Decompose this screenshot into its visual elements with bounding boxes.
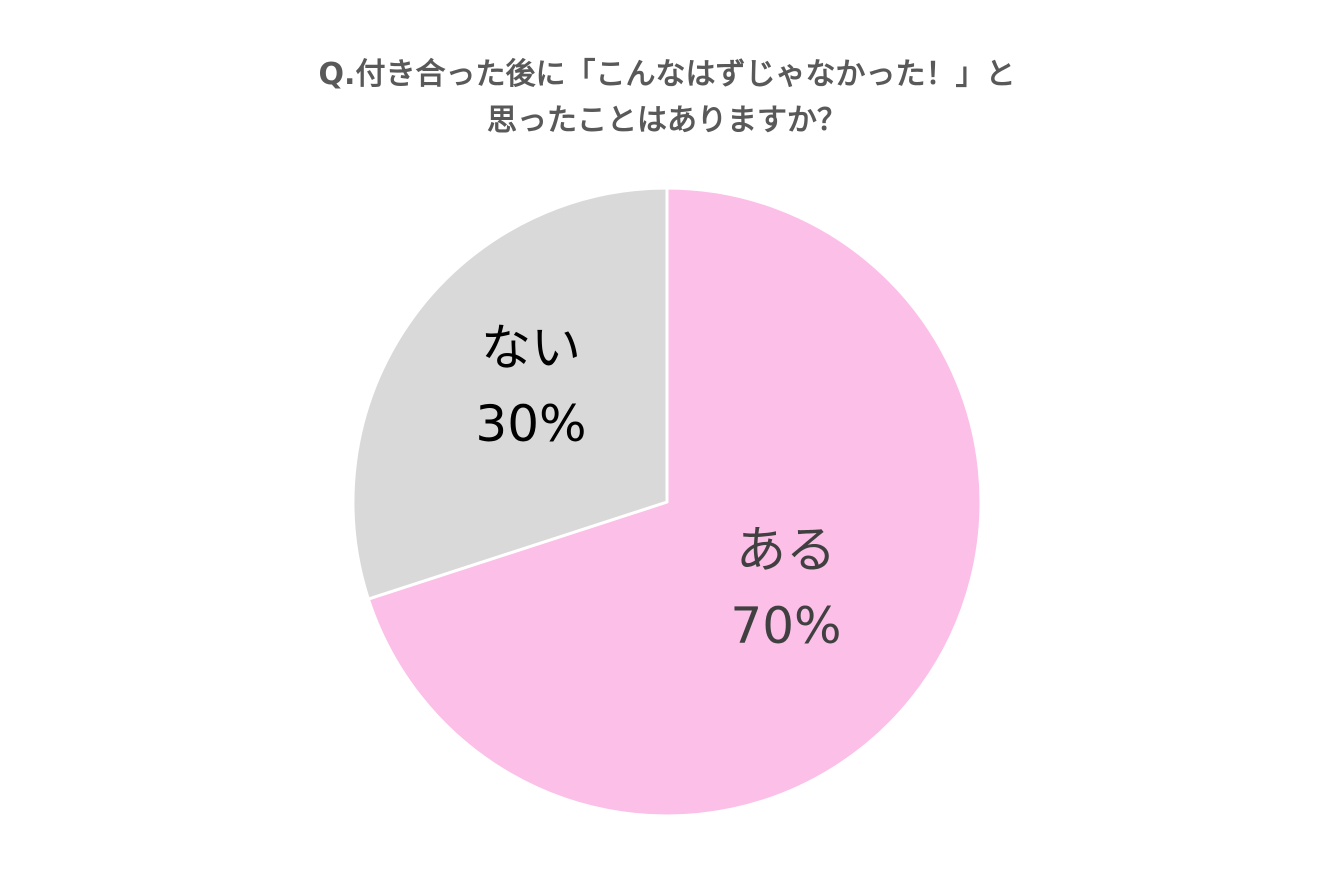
- slice-name-nai: ない: [481, 319, 581, 377]
- chart-title-line-2: 思ったことはありますか？: [487, 103, 847, 138]
- pie-slices: [351, 186, 983, 818]
- chart-title-line-1: Q.付き合った後に「こんなはずじゃなかった！」と: [318, 57, 1016, 92]
- chart-title: Q.付き合った後に「こんなはずじゃなかった！」と 思ったことはありますか？: [0, 52, 1334, 144]
- pie-slice-aru: [366, 186, 983, 818]
- slice-label-nai: ない 30%: [401, 310, 661, 462]
- slice-label-aru: ある 70%: [656, 512, 916, 664]
- slice-name-aru: ある: [736, 521, 836, 579]
- pie-slice-nai: [351, 186, 669, 601]
- slice-value-nai: 30%: [475, 395, 587, 453]
- slice-value-aru: 70%: [730, 597, 842, 655]
